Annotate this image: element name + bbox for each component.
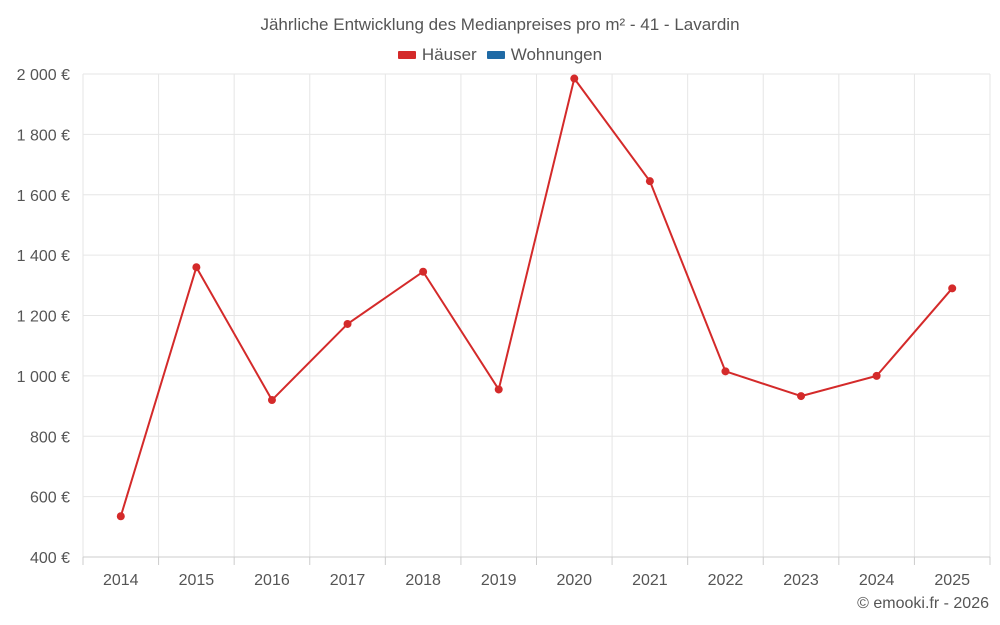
data-point-haeuser — [645, 177, 654, 186]
credit-text: © emooki.fr - 2026 — [857, 595, 989, 612]
y-tick-label: 800 € — [30, 429, 70, 446]
legend-item-haeuser[interactable]: Häuser — [397, 45, 477, 65]
data-point-haeuser — [494, 385, 503, 394]
x-tick-label: 2016 — [254, 572, 290, 589]
legend-item-wohnungen[interactable]: Wohnungen — [486, 45, 603, 65]
legend-swatch-wohnungen — [486, 51, 505, 59]
x-tick-label: 2021 — [632, 572, 668, 589]
y-tick-label: 600 € — [30, 490, 70, 507]
x-tick-label: 2014 — [103, 572, 139, 589]
x-tick-label: 2017 — [330, 572, 366, 589]
y-tick-label: 1 600 € — [17, 188, 70, 205]
legend-swatch-haeuser — [397, 51, 416, 59]
data-point-haeuser — [116, 512, 125, 521]
y-tick-label: 2 000 € — [17, 67, 70, 84]
y-tick-label: 400 € — [30, 550, 70, 567]
x-tick-label: 2015 — [179, 572, 215, 589]
legend-label-wohnungen: Wohnungen — [510, 45, 603, 64]
data-point-haeuser — [872, 371, 881, 380]
y-tick-label: 1 800 € — [17, 127, 70, 144]
data-point-haeuser — [343, 319, 352, 328]
data-point-haeuser — [797, 392, 806, 401]
x-tick-label: 2023 — [783, 572, 819, 589]
series-line-haeuser — [119, 77, 953, 517]
x-tick-label: 2020 — [556, 572, 592, 589]
data-point-haeuser — [419, 267, 428, 276]
data-point-haeuser — [570, 74, 579, 83]
x-tick-label: 2022 — [708, 572, 744, 589]
chart-title: Jährliche Entwicklung des Medianpreises … — [260, 15, 740, 34]
x-tick-label: 2025 — [934, 572, 970, 589]
legend-label-haeuser: Häuser — [421, 45, 477, 64]
data-point-haeuser — [721, 367, 730, 376]
y-tick-label: 1 200 € — [17, 309, 70, 326]
y-tick-label: 1 000 € — [17, 369, 70, 386]
data-point-haeuser — [267, 396, 276, 405]
x-tick-label: 2019 — [481, 572, 517, 589]
chart-legend: Häuser Wohnungen — [0, 45, 1000, 65]
y-tick-label: 1 400 € — [17, 248, 70, 265]
x-tick-label: 2024 — [859, 572, 895, 589]
x-tick-label: 2018 — [405, 572, 441, 589]
data-point-haeuser — [192, 263, 201, 272]
data-point-haeuser — [948, 284, 957, 293]
